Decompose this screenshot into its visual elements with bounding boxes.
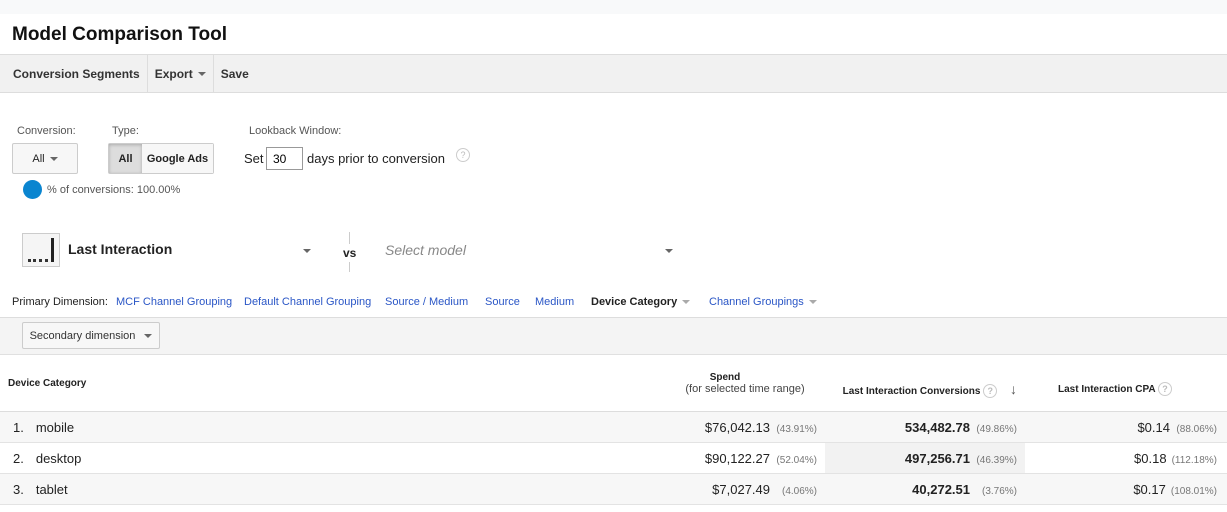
lookback-days-input[interactable] [266, 147, 303, 170]
type-google-ads-button[interactable]: Google Ads [142, 144, 213, 173]
spend-pct: (52.04%) [776, 454, 817, 466]
col-spend[interactable]: Spend (for selected time range) [625, 354, 825, 412]
spend-cell: $76,042.13 (43.91%) [625, 411, 825, 443]
chevron-down-icon [682, 300, 691, 305]
dim-channel-groupings[interactable]: Channel Groupings [709, 296, 817, 308]
days-suffix: days prior to conversion [307, 151, 446, 166]
cpa-cell: $0.17 (108.01%) [1025, 473, 1227, 505]
selected-model[interactable]: Last Interaction [68, 241, 173, 257]
cpa-value: $0.18 [1134, 450, 1167, 466]
dim-mcf-channel-grouping[interactable]: MCF Channel Grouping [116, 296, 233, 308]
conversions-value: 497,256.71 [904, 450, 970, 466]
conversions-value: 534,482.78 [904, 419, 970, 435]
conversions-cell: 40,272.51 (3.76%) [825, 473, 1025, 505]
pie-icon [23, 180, 42, 199]
conversions-pct: (46.39%) [976, 454, 1017, 466]
device-name[interactable]: mobile [35, 419, 75, 435]
row-number: 2. [13, 450, 24, 466]
spend-subheader: (for selected time range) [685, 382, 805, 395]
select-model-input[interactable]: Select model [385, 242, 466, 258]
dim-source-medium[interactable]: Source / Medium [385, 296, 469, 308]
sort-down-arrow-icon[interactable]: ↓ [1010, 380, 1017, 397]
chevron-down-icon [144, 333, 153, 338]
page-title: Model Comparison Tool [12, 24, 227, 45]
conversion-dropdown[interactable]: All [12, 143, 78, 174]
dim-source[interactable]: Source [485, 296, 520, 308]
chevron-down-icon[interactable] [665, 249, 673, 253]
secondary-dimension-bar [0, 317, 1227, 354]
type-toggle: All Google Ads [108, 143, 214, 174]
cpa-value: $0.17 [1133, 481, 1166, 497]
last-interaction-model-icon [22, 233, 60, 267]
dim-active-label: Device Category [591, 296, 678, 308]
cpa-header: Last Interaction CPA [1058, 384, 1156, 395]
cpa-pct: (108.01%) [1170, 485, 1217, 497]
conversions-pct: (3.76%) [981, 485, 1017, 497]
cpa-cell: $0.18 (112.18%) [1025, 442, 1227, 474]
vs-label: vs [343, 244, 357, 262]
chevron-down-icon [197, 71, 206, 76]
help-icon[interactable]: ? [983, 383, 998, 398]
table-row: 1. mobile $76,042.13 (43.91%) 534,482.78 (4… [0, 411, 1227, 443]
spend-value: $90,122.27 [704, 450, 770, 466]
row-number: 1. [13, 419, 24, 435]
conversion-segments-button[interactable]: Conversion Segments [0, 55, 148, 92]
toolbar: Conversion Segments Export Save [0, 54, 1227, 93]
chevron-down-icon [808, 300, 817, 305]
device-cell: 3. tablet [0, 473, 625, 505]
spend-value: $7,027.49 [712, 481, 770, 497]
type-label: Type: [112, 125, 139, 137]
secondary-dimension-label: Secondary dimension [29, 329, 136, 342]
device-cell: 2. desktop [0, 442, 625, 474]
spend-pct: (4.06%) [781, 485, 817, 497]
secondary-dimension-dropdown[interactable]: Secondary dimension [22, 322, 160, 349]
col-device-category[interactable]: Device Category [0, 354, 625, 412]
chevron-down-icon [49, 156, 58, 161]
save-button[interactable]: Save [220, 66, 249, 81]
dim-medium[interactable]: Medium [535, 296, 575, 308]
dim-device-category[interactable]: Device Category [591, 296, 691, 308]
help-icon[interactable]: ? [456, 148, 470, 162]
conversions-cell: 534,482.78 (49.86%) [825, 411, 1025, 443]
help-icon[interactable]: ? [1158, 382, 1173, 396]
cpa-value: $0.14 [1137, 419, 1170, 435]
pct-conversions: % of conversions: 100.00% [47, 184, 181, 196]
conversions-cell: 497,256.71 (46.39%) [825, 442, 1025, 474]
type-all-button[interactable]: All [109, 144, 142, 173]
conversions-header: Last Interaction Conversions [842, 385, 981, 397]
row-number: 3. [13, 481, 24, 497]
conversions-pct: (49.86%) [976, 423, 1017, 435]
spend-value: $76,042.13 [704, 419, 770, 435]
dim-default-channel-grouping[interactable]: Default Channel Grouping [244, 296, 372, 308]
set-label: Set [244, 151, 264, 166]
export-label: Export [154, 66, 193, 81]
device-name[interactable]: desktop [35, 450, 82, 466]
device-cell: 1. mobile [0, 411, 625, 443]
spend-pct: (43.91%) [776, 423, 817, 435]
cpa-pct: (88.06%) [1176, 423, 1217, 435]
lookback-label: Lookback Window: [249, 125, 342, 137]
device-name[interactable]: tablet [35, 481, 68, 497]
channel-groupings-label: Channel Groupings [709, 296, 804, 308]
table-row: 2. desktop $90,122.27 (52.04%) 497,256.71 (… [0, 442, 1227, 474]
col-conversions[interactable]: Last Interaction Conversions ? ↓ [825, 354, 1025, 412]
conversion-value: All [32, 152, 45, 165]
results-table: Device Category Spend (for selected time … [0, 354, 1227, 505]
cpa-pct: (112.18%) [1171, 454, 1217, 466]
top-band [0, 0, 1227, 14]
table-row: 3. tablet $7,027.49 (4.06%) 40,272.51 (3.76… [0, 473, 1227, 505]
model-dropdown-caret-icon[interactable] [303, 249, 311, 253]
conversion-label: Conversion: [17, 125, 76, 137]
spend-cell: $90,122.27 (52.04%) [625, 442, 825, 474]
spend-cell: $7,027.49 (4.06%) [625, 473, 825, 505]
col-cpa[interactable]: Last Interaction CPA ? [1025, 354, 1227, 412]
primary-dimension-label: Primary Dimension: [12, 296, 108, 308]
cpa-cell: $0.14 (88.06%) [1025, 411, 1227, 443]
conversions-value: 40,272.51 [912, 481, 970, 497]
export-button[interactable]: Export [148, 55, 214, 92]
spend-header: Spend [709, 371, 741, 383]
